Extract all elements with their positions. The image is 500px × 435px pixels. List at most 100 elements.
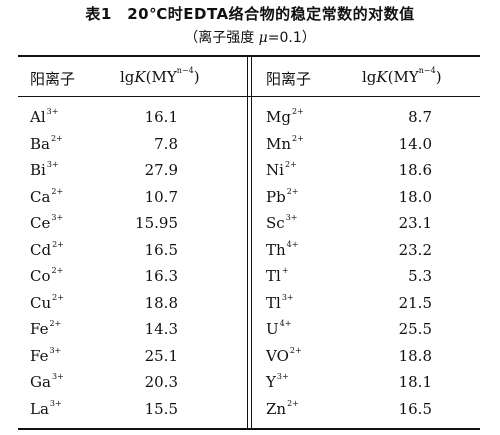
subtitle-mu: μ	[258, 30, 268, 46]
ion-symbol: Tl	[266, 267, 281, 285]
ion-cell: Ba2+	[30, 133, 63, 153]
ion-charge: 2+	[50, 133, 63, 143]
ion-symbol: Ni	[266, 161, 284, 179]
ion-symbol: Cu	[30, 293, 52, 312]
lg-k: K	[376, 68, 388, 86]
ion-symbol: La	[30, 399, 49, 418]
ion-charge: 2+	[52, 292, 64, 302]
ion-symbol: Bi	[30, 161, 46, 179]
ion-cell: Co2+	[30, 266, 64, 285]
ion-symbol: Fe	[30, 346, 49, 365]
ion-symbol: Pb	[266, 187, 286, 206]
ion-cell: Bi3+	[30, 160, 59, 179]
bottom-rule	[18, 428, 480, 430]
top-rule	[18, 55, 480, 57]
ion-charge: 2+	[292, 133, 304, 143]
ion-charge: 4+	[279, 319, 292, 328]
ion-symbol: Y	[266, 373, 276, 391]
lgk-value: 14.3	[144, 320, 178, 338]
lg-my: (MY	[145, 68, 177, 86]
lgk-value: 10.7	[144, 187, 178, 206]
lg-prefix: lg	[362, 68, 377, 86]
ion-charge: 2+	[52, 239, 64, 249]
ion-cell: Ga3+	[30, 372, 64, 391]
ion-cell: Fe3+	[30, 346, 61, 365]
ion-cell: Mn2+	[266, 133, 304, 153]
subtitle-prefix: （离子强度	[184, 30, 259, 46]
ion-charge: 3+	[51, 213, 64, 222]
lgk-value: 23.2	[398, 240, 432, 259]
ion-charge: 2+	[286, 186, 299, 196]
ion-charge: 3+	[49, 398, 62, 408]
ion-cell: Mg2+	[266, 107, 304, 126]
table-row: Cu2+ 18.8 Tl3+ 21.5	[0, 292, 500, 321]
lgk-value: 18.8	[398, 346, 432, 365]
ion-symbol: Mg	[266, 108, 291, 126]
lgk-value: 21.5	[398, 293, 432, 312]
lg-charge: n−4	[418, 66, 436, 75]
table-subtitle: （离子强度 μ=0.1）	[0, 27, 500, 47]
lgk-value: 5.3	[408, 267, 432, 285]
table-body: Al3+ 16.1 Mg2+ 8.7 Ba2+ 7.8 Mn2+ 14.0 Bi…	[0, 107, 500, 427]
lgk-value: 20.3	[144, 373, 178, 391]
ion-symbol: Tl	[266, 293, 281, 312]
ion-charge: 2+	[51, 266, 64, 275]
header-lgk-left: lgK(MYn−4)	[120, 66, 200, 86]
ion-cell: La3+	[30, 398, 62, 418]
lg-close: )	[193, 68, 200, 86]
ion-symbol: Ca	[30, 187, 51, 206]
lg-charge: n−4	[176, 66, 194, 75]
ion-symbol: Ba	[30, 134, 50, 153]
center-divider-right	[251, 57, 252, 428]
lgk-value: 15.95	[135, 214, 178, 232]
ion-charge: 3+	[276, 372, 289, 381]
lgk-value: 16.3	[144, 267, 178, 285]
lgk-value: 25.1	[144, 346, 178, 365]
lgk-value: 23.1	[398, 214, 432, 232]
table-row: Ce3+ 15.95 Sc3+ 23.1	[0, 213, 500, 241]
ion-cell: Pb2+	[266, 186, 299, 206]
ion-cell: Cu2+	[30, 292, 64, 312]
center-divider-left	[247, 57, 248, 428]
ion-symbol: Ga	[30, 373, 51, 391]
table-row: Fe3+ 25.1 VO2+ 18.8	[0, 345, 500, 374]
ion-charge: 3+	[285, 213, 298, 222]
lgk-value: 18.8	[144, 293, 178, 312]
ion-charge: 3+	[46, 107, 59, 116]
subtitle-suffix: =0.1）	[267, 30, 316, 46]
lg-prefix: lg	[120, 68, 135, 86]
table-row: La3+ 15.5 Zn2+ 16.5	[0, 398, 500, 427]
lgk-value: 16.5	[398, 399, 432, 418]
header-ion-left: 阳离子	[30, 70, 76, 88]
ion-cell: Cd2+	[30, 239, 64, 259]
ion-cell: U4+	[266, 319, 292, 338]
ion-symbol: Cd	[30, 240, 52, 259]
ion-charge: +	[281, 266, 289, 275]
header-ion-right: 阳离子	[266, 70, 312, 88]
ion-cell: Ca2+	[30, 186, 64, 206]
lgk-value: 27.9	[144, 161, 178, 179]
table-row: Cd2+ 16.5 Th4+ 23.2	[0, 239, 500, 268]
table-row: Co2+ 16.3 Tl+ 5.3	[0, 266, 500, 294]
header-rule	[18, 96, 480, 97]
ion-cell: Tl+	[266, 266, 289, 285]
ion-symbol: U	[266, 320, 279, 338]
table-row: Ba2+ 7.8 Mn2+ 14.0	[0, 133, 500, 162]
ion-charge: 2+	[51, 186, 64, 196]
table-row: Fe2+ 14.3 U4+ 25.5	[0, 319, 500, 347]
ion-symbol: Th	[266, 240, 286, 259]
ion-symbol: Al	[30, 108, 46, 126]
ion-charge: 2+	[289, 345, 302, 355]
ion-symbol: Zn	[266, 399, 287, 418]
ion-cell: Th4+	[266, 240, 298, 259]
ion-charge: 3+	[46, 160, 59, 169]
ion-charge: 2+	[287, 398, 299, 408]
table-row: Ga3+ 20.3 Y3+ 18.1	[0, 372, 500, 400]
ion-symbol: Co	[30, 267, 51, 285]
ion-cell: Fe2+	[30, 319, 61, 338]
lgk-value: 18.1	[398, 373, 432, 391]
lg-my: (MY	[387, 68, 419, 86]
lgk-value: 18.0	[398, 187, 432, 206]
ion-cell: Zn2+	[266, 398, 299, 418]
lgk-value: 18.6	[398, 161, 432, 179]
